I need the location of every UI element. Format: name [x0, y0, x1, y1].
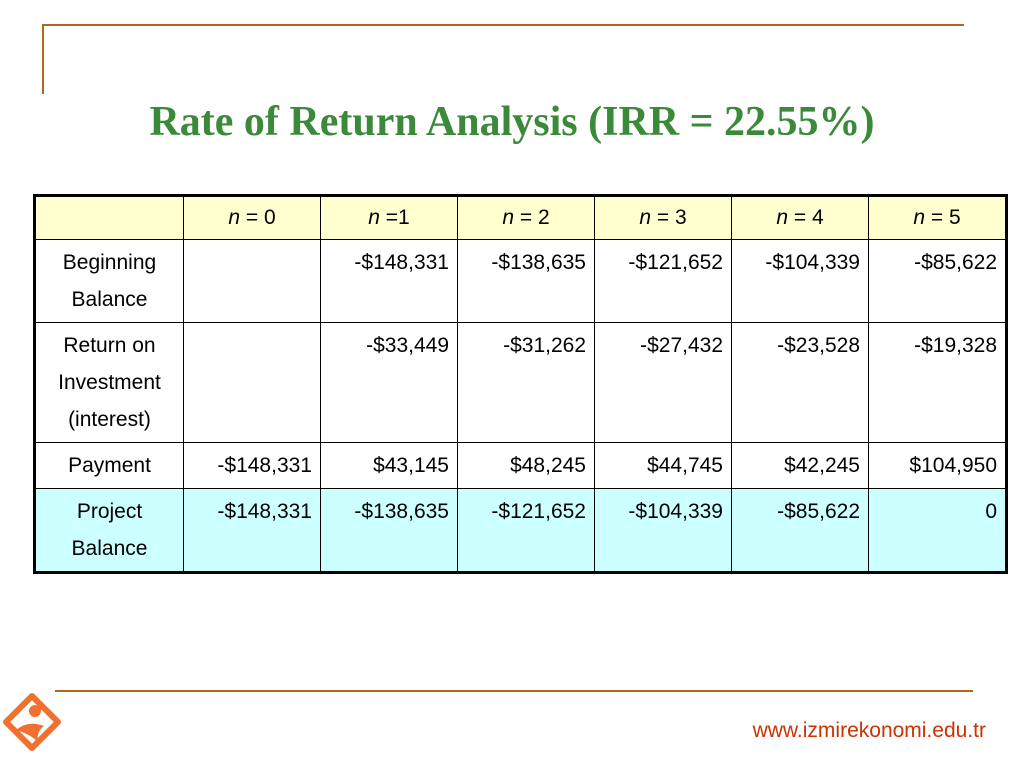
header-cell: n = 3 [594, 195, 732, 240]
table-cell: $44,745 [594, 442, 732, 489]
frame-left-line [42, 24, 44, 94]
header-cell: n =1 [320, 195, 458, 240]
footer-website-link[interactable]: www.izmirekonomi.edu.tr [752, 719, 986, 742]
row-label: Beginning Balance [34, 239, 184, 323]
table-cell: -$121,652 [457, 488, 595, 573]
table-row-return-on-investment: Return on Investment (interest) -$33,449 -… [34, 322, 1007, 443]
table-cell: $43,145 [320, 442, 458, 489]
footer-divider [55, 690, 973, 692]
table-cell: -$85,622 [868, 239, 1007, 323]
table-row-project-balance: Project Balance -$148,331 -$138,635 -$121… [34, 488, 1007, 573]
table-cell: -$31,262 [457, 322, 595, 443]
row-label: Return on Investment (interest) [34, 322, 184, 443]
table-cell: -$121,652 [594, 239, 732, 323]
table-cell: -$148,331 [183, 488, 321, 573]
header-cell: n = 4 [731, 195, 869, 240]
table-cell: -$148,331 [183, 442, 321, 489]
slide-title: Rate of Return Analysis (IRR = 22.55%) [149, 99, 875, 145]
table-cell: -$148,331 [320, 239, 458, 323]
table-cell [183, 322, 321, 443]
frame-top-line [42, 24, 964, 26]
table-row-payment: Payment -$148,331 $43,145 $48,245 $44,74… [34, 442, 1007, 489]
university-logo-icon [3, 693, 61, 751]
table-cell: -$27,432 [594, 322, 732, 443]
table-cell: -$138,635 [320, 488, 458, 573]
table-cell: -$85,622 [731, 488, 869, 573]
header-cell: n = 2 [457, 195, 595, 240]
row-label: Project Balance [34, 488, 184, 573]
header-cell: n = 5 [868, 195, 1007, 240]
table-header-row: n = 0 n =1 n = 2 n = 3 n = 4 n = 5 [34, 195, 1007, 240]
header-corner-cell [34, 195, 184, 240]
table-cell: -$104,339 [594, 488, 732, 573]
table-cell: -$104,339 [731, 239, 869, 323]
table-cell: -$19,328 [868, 322, 1007, 443]
table-cell [183, 239, 321, 323]
table-cell: -$23,528 [731, 322, 869, 443]
table-cell: 0 [868, 488, 1007, 573]
table-cell: -$33,449 [320, 322, 458, 443]
irr-table: n = 0 n =1 n = 2 n = 3 n = 4 n = 5 Begin… [33, 194, 1008, 574]
table-row-beginning-balance: Beginning Balance -$148,331 -$138,635 -$1… [34, 239, 1007, 323]
table-cell: $104,950 [868, 442, 1007, 489]
table-cell: $42,245 [731, 442, 869, 489]
table-cell: -$138,635 [457, 239, 595, 323]
row-label: Payment [34, 442, 184, 489]
header-cell: n = 0 [183, 195, 321, 240]
table-cell: $48,245 [457, 442, 595, 489]
